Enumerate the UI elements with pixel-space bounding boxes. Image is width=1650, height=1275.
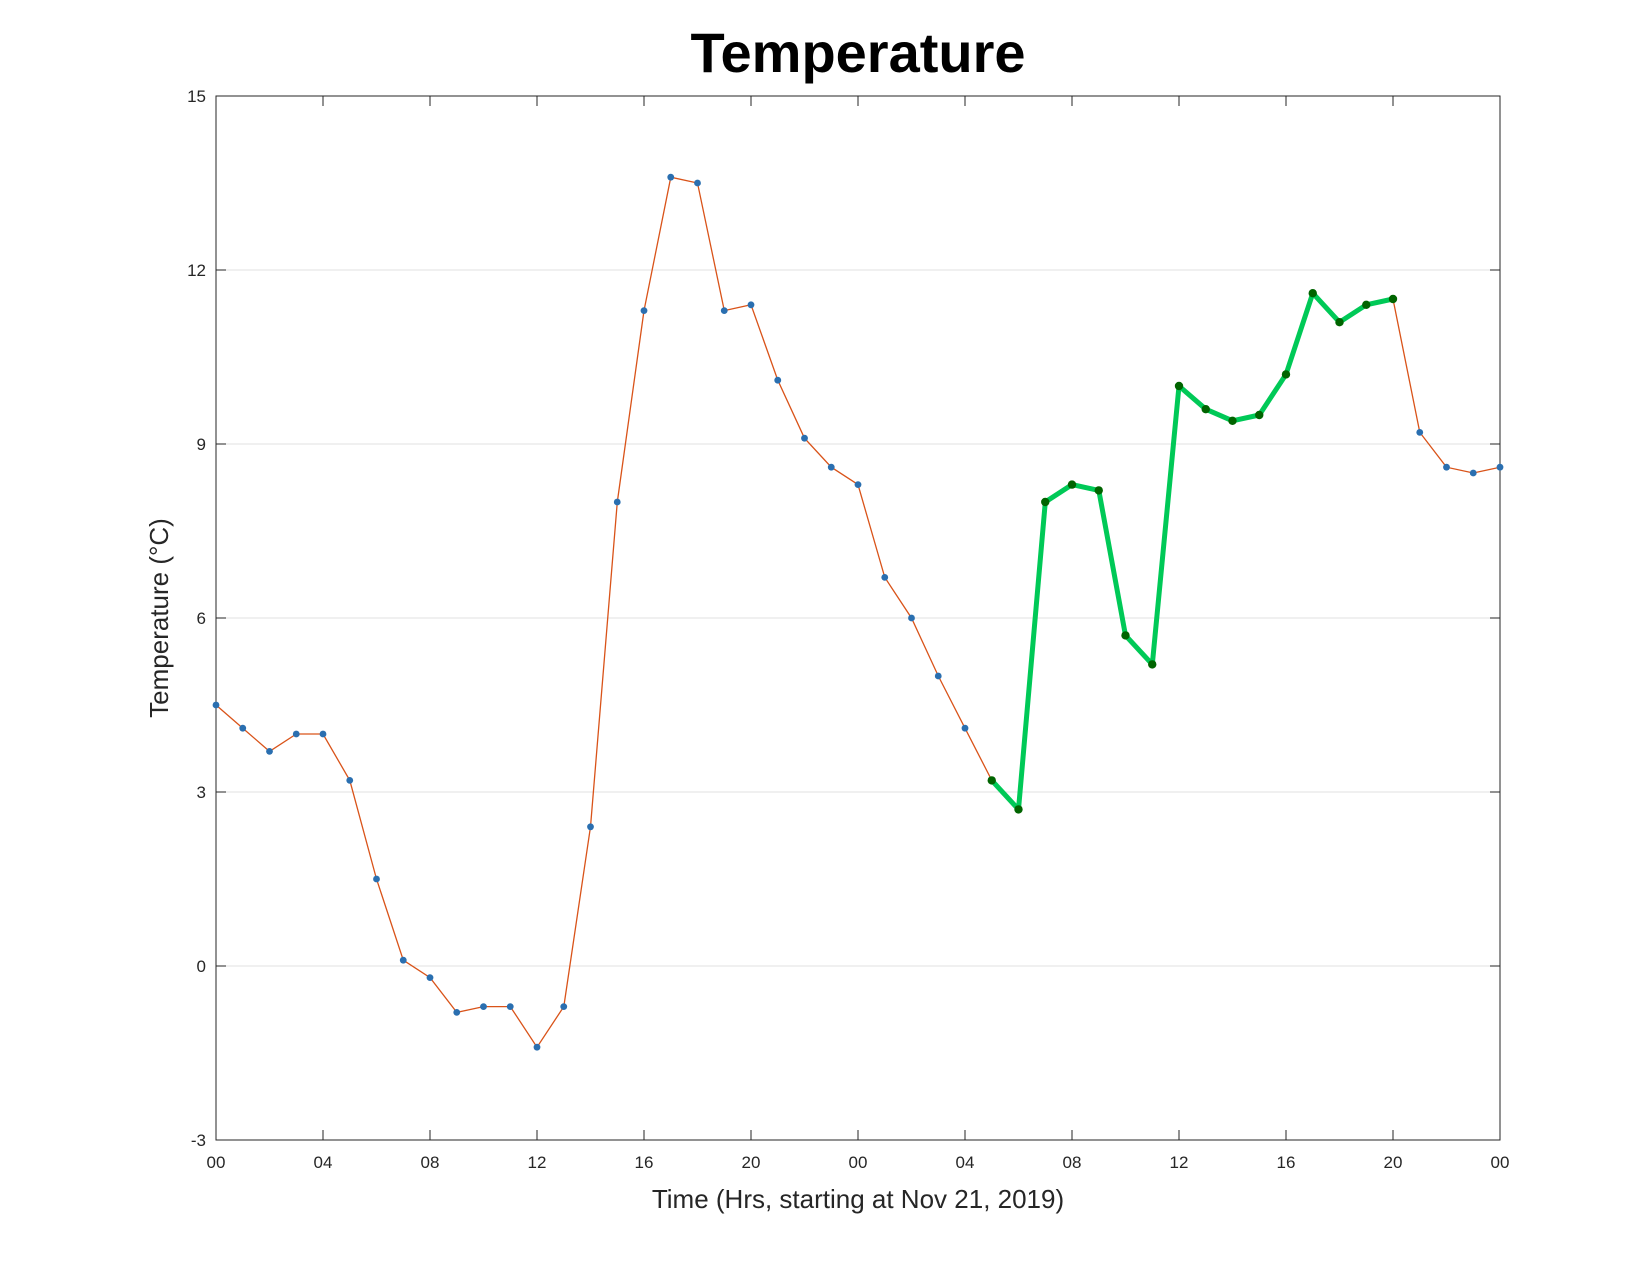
- highlight-point: [1388, 294, 1398, 304]
- highlight-point: [1014, 805, 1023, 814]
- data-point: [961, 724, 969, 732]
- highlight-point: [1121, 631, 1130, 640]
- data-point: [346, 777, 354, 784]
- highlight-point: [1228, 416, 1237, 425]
- x-tick-label: 20: [1384, 1153, 1403, 1172]
- highlight-point: [1094, 486, 1103, 495]
- x-tick-label: 00: [849, 1153, 868, 1172]
- data-point: [453, 1009, 461, 1016]
- data-point: [908, 614, 915, 622]
- data-point: [694, 179, 701, 187]
- highlight-point: [1067, 480, 1077, 489]
- y-tick-label: 9: [197, 435, 206, 454]
- data-point: [426, 974, 434, 981]
- data-point: [854, 481, 862, 488]
- x-tick-label: 20: [742, 1153, 761, 1172]
- x-tick-label: 12: [1170, 1153, 1189, 1172]
- y-tick-label: 0: [197, 957, 206, 976]
- data-point: [399, 956, 407, 964]
- y-tick-label: 3: [197, 783, 206, 802]
- chart-title: Temperature: [690, 21, 1025, 84]
- highlight-point: [1148, 660, 1157, 669]
- highlight-point: [1255, 410, 1264, 420]
- y-axis-label: Temperature (°C): [144, 518, 174, 718]
- data-point: [319, 730, 327, 738]
- data-point: [1443, 463, 1450, 471]
- highlight-point: [1335, 318, 1344, 327]
- data-point: [1416, 429, 1424, 436]
- data-point: [774, 376, 782, 384]
- highlight-point: [1362, 300, 1371, 309]
- data-point: [373, 875, 380, 883]
- y-tick-label: 6: [197, 609, 206, 628]
- x-tick-label: 08: [1063, 1153, 1082, 1172]
- x-tick-label: 16: [1277, 1153, 1296, 1172]
- y-tick-label: -3: [191, 1131, 206, 1150]
- data-point: [266, 748, 273, 755]
- y-tick-label: 15: [187, 87, 206, 106]
- data-point: [560, 1003, 568, 1010]
- data-point: [506, 1003, 514, 1010]
- x-tick-label: 04: [314, 1153, 333, 1172]
- data-point: [1496, 463, 1504, 471]
- highlight-point: [987, 776, 996, 785]
- x-tick-label: 16: [635, 1153, 654, 1172]
- x-tick-label: 08: [421, 1153, 440, 1172]
- data-point: [292, 730, 300, 738]
- data-point: [667, 173, 675, 181]
- data-point: [934, 672, 942, 680]
- data-point: [881, 574, 889, 581]
- data-point: [747, 301, 755, 309]
- data-point: [801, 434, 808, 442]
- data-point: [587, 823, 594, 831]
- data-point: [1469, 469, 1477, 477]
- axis-ticks: -3 0 3 6 9 12 15 00 04 08 12 16 20 00 04 08 12 16 20 00: [187, 87, 1509, 1172]
- data-point: [720, 307, 728, 314]
- grid-lines: [216, 269, 1500, 967]
- x-tick-label: 12: [528, 1153, 547, 1172]
- x-tick-label: 00: [1491, 1153, 1510, 1172]
- data-point: [827, 463, 835, 471]
- data-point: [480, 1003, 487, 1010]
- x-tick-label: 04: [956, 1153, 975, 1172]
- highlight-point: [1308, 289, 1317, 298]
- highlight-point: [1041, 497, 1050, 507]
- data-markers: [212, 173, 1504, 1051]
- highlight-point: [1201, 405, 1210, 414]
- data-point: [212, 701, 220, 709]
- y-tick-label: 12: [187, 261, 206, 280]
- data-point: [239, 724, 247, 732]
- highlight-line: [989, 290, 1394, 812]
- highlighted-series: [989, 290, 1394, 812]
- data-point: [640, 307, 648, 314]
- highlight-point: [1174, 381, 1184, 391]
- data-point: [613, 498, 621, 506]
- x-tick-label: 00: [207, 1153, 226, 1172]
- x-axis-label: Time (Hrs, starting at Nov 21, 2019): [652, 1184, 1064, 1214]
- highlight-point: [1281, 370, 1291, 379]
- data-point: [533, 1043, 541, 1051]
